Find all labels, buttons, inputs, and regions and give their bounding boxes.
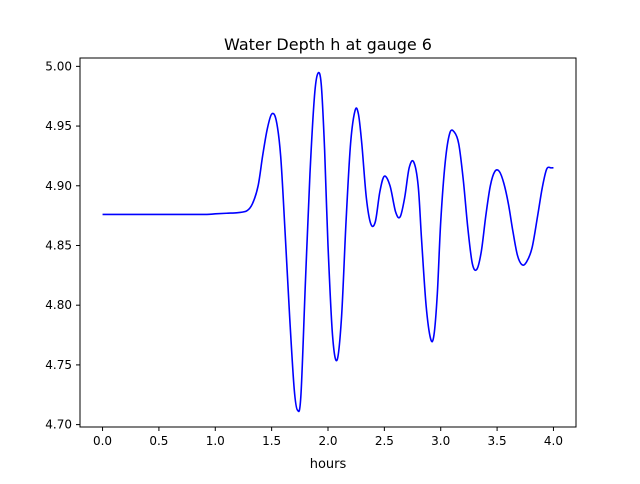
x-axis: 0.0 0.5 1.0 1.5 2.0 2.5 3.0 3.5 4.0: [93, 427, 563, 448]
x-tick-label: 0.5: [149, 434, 168, 448]
y-tick-label: 4.80: [45, 298, 72, 312]
chart-title: Water Depth h at gauge 6: [224, 35, 432, 54]
x-tick-label: 2.0: [318, 434, 337, 448]
y-tick-label: 4.95: [45, 119, 72, 133]
x-tick-label: 1.5: [262, 434, 281, 448]
axes-frame: [79, 57, 577, 428]
x-tick-label: 1.0: [206, 434, 225, 448]
x-tick-label: 2.5: [375, 434, 394, 448]
x-tick-label: 3.5: [488, 434, 507, 448]
y-tick-label: 4.75: [45, 358, 72, 372]
y-axis: 4.70 4.75 4.80 4.85 4.90 4.95 5.00: [45, 59, 80, 432]
x-tick-label: 3.0: [431, 434, 450, 448]
x-tick-label: 0.0: [93, 434, 112, 448]
y-tick-label: 5.00: [45, 59, 72, 73]
plot-area: [102, 71, 554, 413]
y-tick-label: 4.85: [45, 238, 72, 252]
series-line: [102, 71, 554, 413]
y-tick-label: 4.70: [45, 418, 72, 432]
x-tick-label: 4.0: [544, 434, 563, 448]
y-tick-label: 4.90: [45, 179, 72, 193]
x-axis-label: hours: [310, 457, 347, 472]
